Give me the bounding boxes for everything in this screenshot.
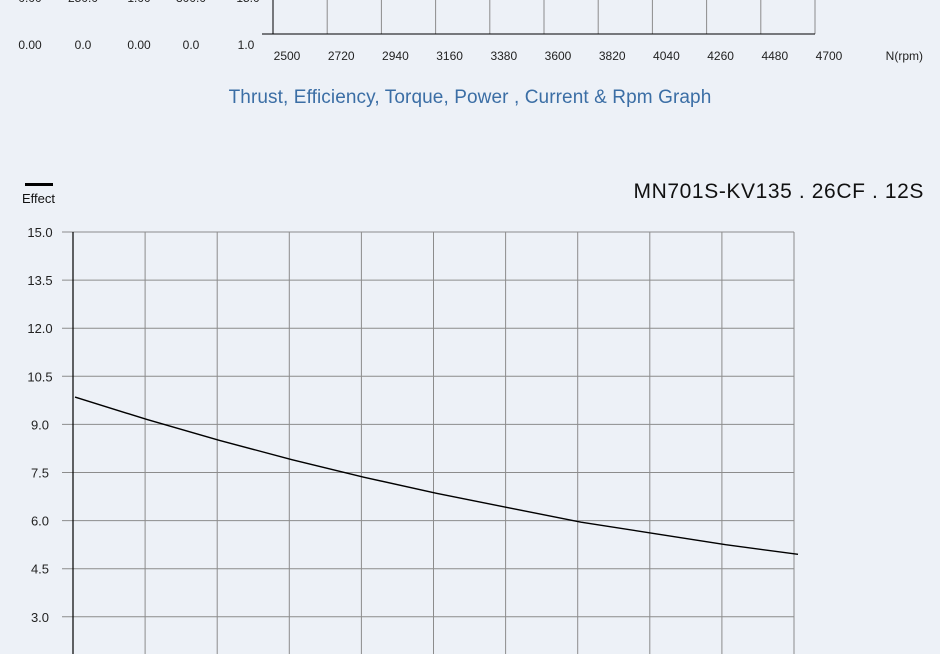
- y-tick-label: 10.5: [27, 369, 52, 384]
- left-axis-value: 0.00: [18, 38, 42, 52]
- y-tick-label: 7.5: [31, 466, 49, 481]
- left-axis-value-partial: 0.00: [18, 0, 42, 5]
- x-tick-label: 4480: [761, 49, 788, 63]
- y-tick-label: 15.0: [27, 225, 52, 240]
- left-axis-value: 1.0: [238, 38, 255, 52]
- y-tick-label: 3.0: [31, 610, 49, 625]
- legend-label-effect: Effect: [22, 191, 56, 206]
- y-tick-label: 4.5: [31, 562, 49, 577]
- y-tick-label: 12.0: [27, 321, 52, 336]
- y-tick-label: 9.0: [31, 417, 49, 432]
- left-axis-value: 0.0: [183, 38, 200, 52]
- legend: Effect: [22, 183, 62, 206]
- x-tick-label: 2940: [382, 49, 409, 63]
- left-axis-value-partial: 1.00: [127, 0, 151, 5]
- x-tick-label: 3820: [599, 49, 626, 63]
- x-unit-label: N(rpm): [886, 49, 923, 63]
- x-tick-label: 3600: [545, 49, 572, 63]
- x-tick-label: 4040: [653, 49, 680, 63]
- x-tick-label: 2500: [274, 49, 301, 63]
- x-tick-label: 2720: [328, 49, 355, 63]
- legend-swatch-effect: [25, 183, 53, 186]
- x-tick-label: 4700: [816, 49, 843, 63]
- left-axis-value: 0.0: [75, 38, 92, 52]
- y-tick-label: 6.0: [31, 514, 49, 529]
- graph-caption: Thrust, Efficiency, Torque, Power , Curr…: [228, 87, 712, 108]
- x-tick-label: 3160: [436, 49, 463, 63]
- left-axis-value-partial: 300.0: [176, 0, 206, 5]
- model-title: MN701S-KV135 . 26CF . 12S: [633, 180, 924, 203]
- left-axis-value: 0.00: [127, 38, 151, 52]
- x-tick-label: 3380: [490, 49, 517, 63]
- x-tick-label: 4260: [707, 49, 734, 63]
- effect-series-line: [74, 396, 799, 555]
- y-tick-label: 13.5: [27, 273, 52, 288]
- left-axis-value-partial: 250.0: [68, 0, 98, 5]
- left-axis-value-partial: 15.0: [236, 0, 260, 5]
- effect-chart: 15.0 13.5 12.0 10.5 9.0 7.5 6.0 4.5 3.0: [27, 225, 799, 654]
- rpm-axis-chart: 2500 2720 2940 3160 3380 3600 3820 4040 4260 4480…: [18, 0, 923, 63]
